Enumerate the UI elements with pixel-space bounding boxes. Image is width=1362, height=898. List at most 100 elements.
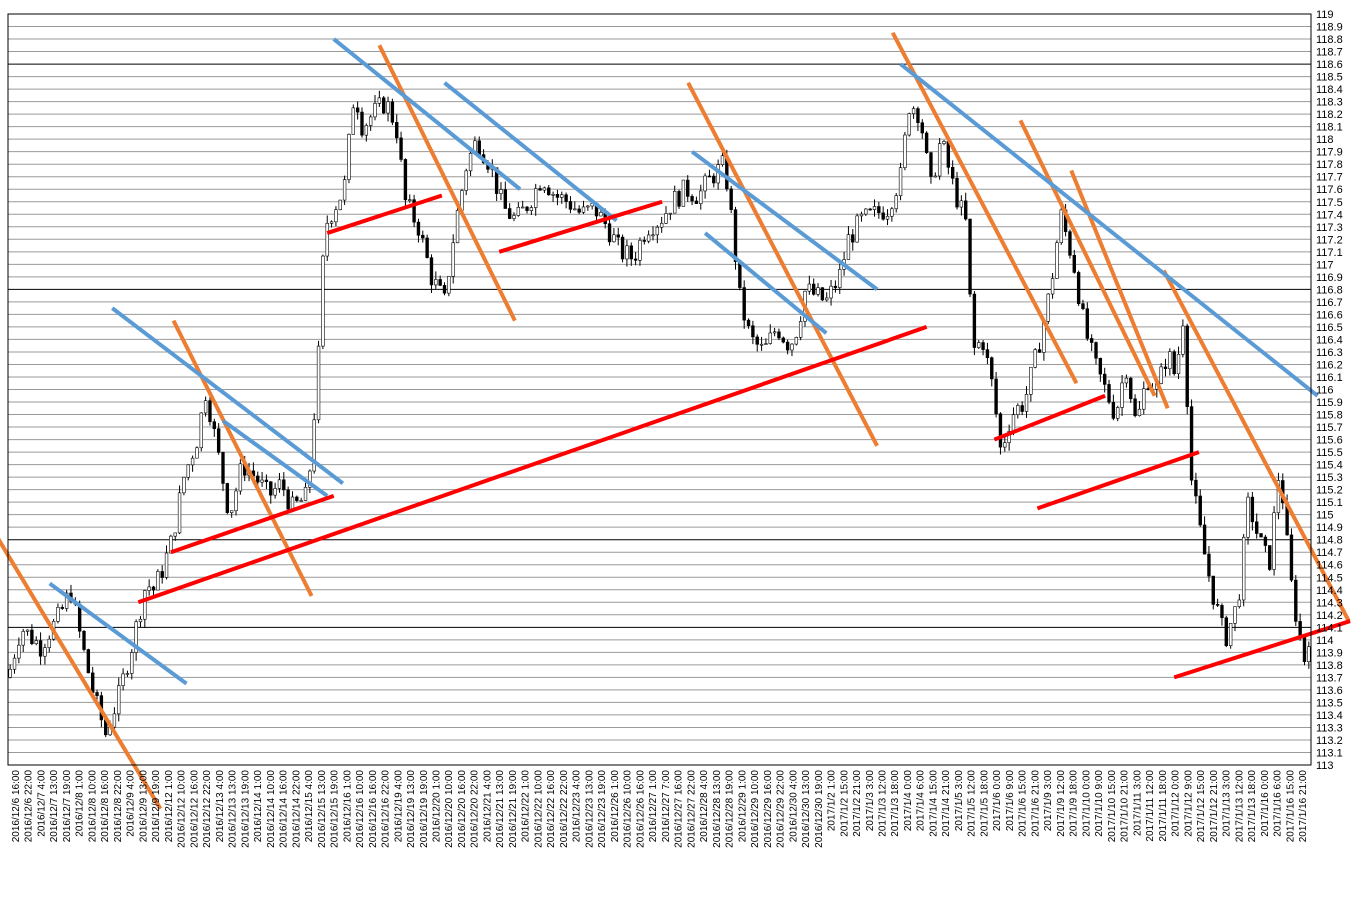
candle xyxy=(1055,240,1059,279)
candle xyxy=(1198,489,1202,527)
candle xyxy=(877,201,881,219)
candle xyxy=(203,396,208,417)
x-tick-label: 2016/12/20 16:00 xyxy=(457,770,468,848)
candle xyxy=(937,138,942,180)
y-tick-label: 118.9 xyxy=(1316,22,1343,34)
x-tick-label: 2016/12/28 13:00 xyxy=(712,770,723,848)
y-tick-label: 117.4 xyxy=(1316,209,1343,221)
candle xyxy=(751,320,755,345)
candle xyxy=(1159,363,1163,385)
candle xyxy=(1094,341,1098,365)
candle xyxy=(1181,319,1185,358)
y-tick-label: 114.3 xyxy=(1316,597,1343,609)
x-tick-label: 2016/12/19 4:00 xyxy=(393,770,404,843)
trendline xyxy=(377,44,517,322)
candle xyxy=(868,207,872,211)
candle xyxy=(703,173,707,199)
x-tick-label: 2016/12/16 22:00 xyxy=(381,770,392,848)
candle xyxy=(538,185,542,191)
candle xyxy=(1081,299,1085,311)
candle xyxy=(525,205,529,214)
candle xyxy=(425,234,429,259)
candle xyxy=(86,648,91,674)
x-tick-label: 2017/1/9 3:00 xyxy=(1043,770,1054,832)
candle xyxy=(564,192,568,209)
x-tick-label: 2017/1/5 3:00 xyxy=(954,770,965,832)
y-tick-label: 117.2 xyxy=(1316,234,1343,246)
x-tick-label: 2016/12/9 19:00 xyxy=(151,770,162,843)
candle xyxy=(17,637,21,664)
candle xyxy=(742,280,746,329)
candle xyxy=(195,446,199,459)
candle xyxy=(681,179,686,207)
candle xyxy=(82,630,86,652)
candle xyxy=(772,327,777,337)
candle xyxy=(295,495,299,503)
candle xyxy=(125,670,130,678)
trendline xyxy=(498,199,663,254)
x-tick-label: 2016/12/14 1:00 xyxy=(253,770,264,843)
candle xyxy=(494,167,499,201)
candle xyxy=(581,200,586,215)
x-tick-label: 2016/12/8 16:00 xyxy=(100,770,111,843)
candle xyxy=(95,689,99,700)
candle xyxy=(1124,374,1129,388)
candle xyxy=(60,604,64,610)
candle xyxy=(177,485,182,535)
x-tick-label: 2016/12/16 10:00 xyxy=(355,770,366,848)
candle xyxy=(1207,545,1211,582)
y-tick-label: 113.6 xyxy=(1316,685,1343,697)
candle xyxy=(677,189,681,209)
candle xyxy=(173,532,177,541)
candle xyxy=(998,412,1003,455)
candle xyxy=(43,643,47,665)
candle xyxy=(1059,205,1063,245)
x-tick-label: 2017/1/11 3:00 xyxy=(1132,770,1143,836)
candle xyxy=(364,123,369,142)
y-tick-label: 117.5 xyxy=(1316,197,1343,209)
x-tick-label: 2017/1/10 15:00 xyxy=(1107,770,1118,843)
candle xyxy=(972,291,977,356)
x-tick-label: 2016/12/22 22:00 xyxy=(559,770,570,848)
x-tick-label: 2017/1/16 21:00 xyxy=(1298,770,1309,843)
x-tick-label: 2017/1/12 15:00 xyxy=(1196,770,1207,843)
x-tick-label: 2016/12/8 10:00 xyxy=(87,770,98,843)
candle xyxy=(351,104,355,135)
candle xyxy=(25,629,30,636)
candle xyxy=(851,229,855,251)
candle xyxy=(520,200,525,209)
candle xyxy=(1172,349,1176,376)
x-tick-label: 2016/12/19 19:00 xyxy=(419,770,430,848)
y-tick-label: 116.5 xyxy=(1316,322,1343,334)
candle xyxy=(916,106,920,131)
candle xyxy=(1259,533,1263,538)
candle xyxy=(408,194,412,203)
gridlines xyxy=(8,13,1311,766)
x-tick-label: 2016/12/30 4:00 xyxy=(788,770,799,843)
candle xyxy=(1268,545,1272,571)
candle xyxy=(164,545,169,580)
candle xyxy=(212,418,216,437)
y-tick-label: 118.5 xyxy=(1316,72,1343,84)
candle xyxy=(838,261,842,294)
candle xyxy=(1016,403,1020,419)
x-tick-label: 2016/12/9 13:00 xyxy=(138,770,149,843)
x-axis: 2016/12/6 16:00 2016/12/6 22:00 2016/12/7 … xyxy=(11,770,1309,848)
candle xyxy=(403,158,408,207)
candle xyxy=(138,616,143,627)
candle xyxy=(646,230,651,244)
x-tick-label: 2016/12/26 1:00 xyxy=(610,770,621,843)
x-tick-label: 2016/12/29 10:00 xyxy=(750,770,761,848)
candle xyxy=(368,114,373,131)
candle xyxy=(186,464,190,481)
candle xyxy=(355,101,360,120)
candle xyxy=(21,628,25,653)
candle xyxy=(273,482,277,499)
x-tick-label: 2016/12/7 19:00 xyxy=(62,770,73,843)
x-tick-label: 2016/12/26 10:00 xyxy=(623,770,634,848)
y-tick-label: 118.4 xyxy=(1316,84,1343,96)
candle xyxy=(286,486,290,514)
trendline xyxy=(137,325,928,605)
y-tick-label: 118 xyxy=(1316,134,1334,146)
x-tick-label: 2016/12/14 22:00 xyxy=(291,770,302,848)
